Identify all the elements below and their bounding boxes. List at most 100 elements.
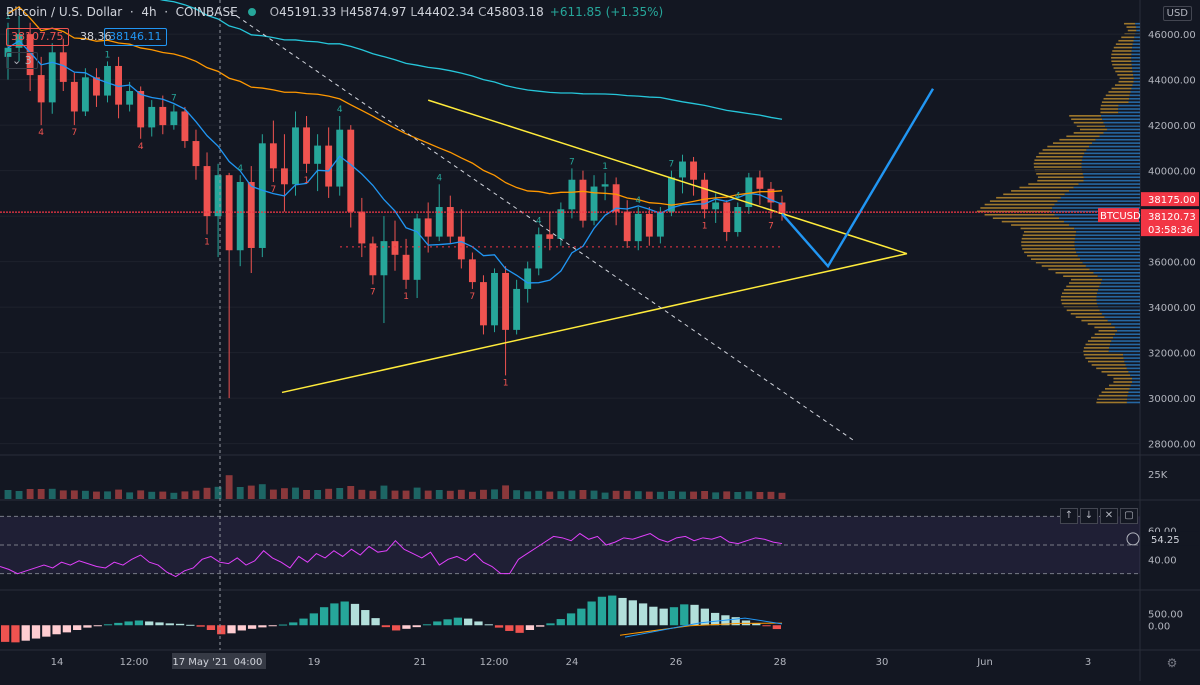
- separator: ·: [160, 5, 172, 19]
- buy-button[interactable]: 38146.11: [104, 28, 167, 46]
- macd-histogram-bar: [433, 621, 442, 626]
- time-tick-label: 12:00: [120, 657, 149, 668]
- volume-profile-bar: [1027, 254, 1078, 257]
- close-label: C: [478, 5, 487, 19]
- volume-profile-bar: [1132, 381, 1140, 383]
- macd-tick-label: 0.00: [1148, 621, 1170, 632]
- candle-body: [159, 106, 167, 126]
- td-label: 1: [602, 162, 608, 172]
- last-price-badge: 38120.73: [1148, 212, 1196, 223]
- candle-body: [380, 241, 388, 276]
- ma-mid-line: [7, 5, 783, 206]
- currency-label[interactable]: USD: [1162, 6, 1192, 21]
- volume-profile-bar: [1052, 207, 1140, 209]
- candle-body: [679, 161, 686, 178]
- candle-body: [424, 218, 432, 237]
- volume-profile-bar: [1087, 340, 1112, 342]
- volume-profile-bar: [1034, 159, 1082, 161]
- candle-body: [557, 209, 565, 239]
- candle-body: [170, 111, 178, 126]
- candle-body: [546, 234, 554, 239]
- volume-profile-bar: [1132, 70, 1140, 73]
- volume-profile-bar: [1083, 353, 1124, 356]
- volume-profile-bar: [1071, 118, 1103, 121]
- macd-histogram-bar: [422, 624, 432, 626]
- volume-bar: [303, 490, 310, 499]
- candle-body: [137, 91, 145, 128]
- volume-bar: [358, 489, 366, 499]
- volume-profile-bar: [1133, 74, 1140, 76]
- volume-bar: [137, 490, 145, 499]
- volume-profile-bar: [1111, 53, 1132, 56]
- candle-body: [612, 184, 620, 212]
- volume-bar: [645, 491, 653, 499]
- symbol-title[interactable]: Bitcoin / U.S. Dollar · 4h · COINBASE: [6, 5, 238, 19]
- volume-profile-bar: [1095, 138, 1140, 141]
- macd-histogram-bar: [217, 625, 226, 635]
- volume-bar: [745, 491, 753, 499]
- price-tick-label: 36000.00: [1148, 258, 1196, 269]
- volume-profile-bar: [1019, 186, 1074, 189]
- volume-bar: [756, 492, 764, 499]
- symbol-name: Bitcoin / U.S. Dollar: [6, 5, 123, 19]
- macd-histogram-bar: [536, 625, 545, 627]
- macd-histogram-bar: [155, 622, 164, 626]
- td-label: 1: [403, 292, 409, 302]
- volume-profile-bar: [1117, 330, 1140, 332]
- volume-profile-bar: [1131, 57, 1140, 59]
- rsi-current-value: 54.25: [1151, 535, 1180, 546]
- candle-body: [115, 65, 122, 105]
- td-label: 4: [436, 173, 442, 183]
- volume-bar: [93, 491, 100, 499]
- macd-histogram-bar: [93, 625, 102, 627]
- candle-body: [391, 241, 399, 255]
- macd-histogram-bar: [175, 623, 185, 626]
- move-up-icon[interactable]: ↑: [1060, 508, 1078, 524]
- market-status-icon[interactable]: [247, 8, 256, 16]
- price-tick-label: 46000.00: [1148, 30, 1196, 41]
- macd-histogram-bar: [83, 625, 92, 628]
- volume-bar: [656, 491, 664, 499]
- volume-profile-bar: [1097, 275, 1140, 278]
- td-label: 7: [71, 128, 77, 138]
- close-pane-icon[interactable]: ✕: [1100, 508, 1118, 524]
- macd-histogram-bar: [453, 617, 463, 626]
- macd-histogram-bar: [31, 625, 41, 639]
- volume-profile-bar: [1078, 183, 1140, 185]
- volume-profile-bar: [1104, 316, 1140, 318]
- candle-body: [491, 273, 498, 326]
- macd-histogram-bar: [577, 608, 586, 626]
- time-tick-label: 24: [566, 657, 579, 668]
- candle-body: [247, 182, 255, 248]
- volume-profile-bar: [1055, 272, 1094, 274]
- volume-profile-bar: [1133, 39, 1140, 42]
- macd-histogram-bar: [566, 613, 576, 626]
- volume-profile-bar: [992, 217, 1060, 219]
- volume-profile-bar: [1115, 333, 1140, 336]
- volume-profile-bar: [1117, 74, 1134, 76]
- volume-profile-bar: [1126, 401, 1140, 404]
- volume-bar: [480, 489, 487, 499]
- volume-profile-bar: [1001, 220, 1064, 223]
- move-down-icon[interactable]: ↓: [1080, 508, 1098, 524]
- candle-body: [435, 207, 443, 237]
- volume-profile-bar: [1132, 67, 1140, 69]
- countdown-badge: 03:58:36: [1148, 225, 1193, 236]
- macd-histogram-bar: [258, 625, 267, 628]
- macd-histogram-bar: [700, 608, 709, 626]
- candle-body: [192, 141, 200, 167]
- maximize-pane-icon[interactable]: ▢: [1120, 508, 1138, 524]
- sell-button[interactable]: 38107.75: [6, 28, 69, 46]
- macd-histogram-bar: [669, 607, 679, 626]
- add-indicator-icon: [1126, 532, 1140, 546]
- volume-profile-bar: [1079, 128, 1107, 131]
- macd-histogram-bar: [772, 625, 781, 630]
- volume-bar: [269, 489, 277, 499]
- volume-profile-bar: [1094, 333, 1116, 336]
- indicators-toggle-button[interactable]: ⌄ 3: [6, 52, 38, 69]
- time-tick-label: 21: [414, 657, 427, 668]
- time-tick-label: 19: [308, 657, 321, 668]
- volume-profile-bar: [1059, 138, 1096, 141]
